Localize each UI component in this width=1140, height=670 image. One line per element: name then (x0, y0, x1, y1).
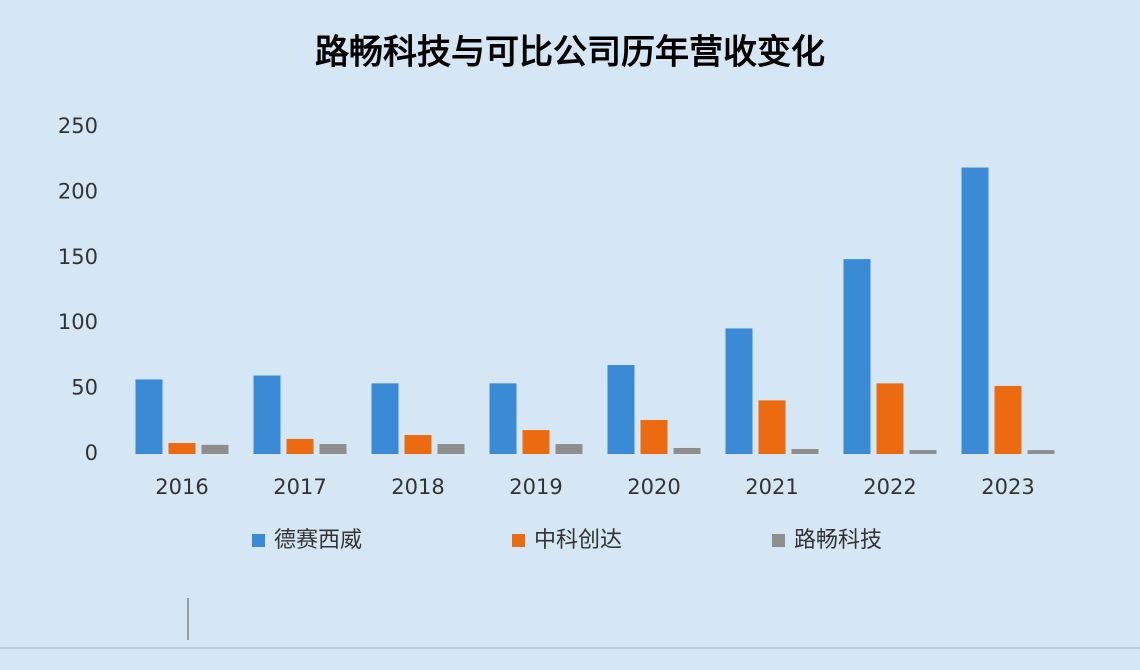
bar (371, 383, 399, 454)
bar (673, 447, 701, 454)
y-tick-label: 100 (58, 310, 98, 334)
bar (319, 444, 347, 454)
x-tick-label: 2018 (391, 475, 444, 499)
x-tick-label: 2021 (745, 475, 798, 499)
x-tick-label: 2022 (863, 475, 916, 499)
y-tick-label: 150 (58, 245, 98, 269)
legend-swatch (252, 534, 265, 547)
legend-label: 路畅科技 (794, 528, 882, 553)
bar (135, 379, 163, 454)
bar (555, 444, 583, 454)
legend-label: 德赛西威 (274, 528, 362, 553)
bar (961, 167, 989, 454)
bar (758, 400, 786, 454)
bar (253, 375, 281, 454)
bar (607, 365, 635, 454)
y-tick-label: 200 (58, 179, 98, 203)
legend-swatch (512, 534, 525, 547)
bar (437, 444, 465, 454)
x-tick-label: 2017 (273, 475, 326, 499)
bar (994, 385, 1022, 454)
bar (404, 435, 432, 454)
bar (201, 444, 229, 454)
y-tick-label: 50 (71, 376, 98, 400)
legend-swatch (772, 534, 785, 547)
bar (909, 450, 937, 454)
chart-title: 路畅科技与可比公司历年营收变化 (315, 33, 825, 73)
bar (168, 443, 196, 454)
x-tick-label: 2023 (981, 475, 1034, 499)
legend-label: 中科创达 (534, 528, 622, 553)
bar (791, 449, 819, 454)
x-tick-label: 2016 (155, 475, 208, 499)
bar (286, 438, 314, 454)
bar (489, 383, 517, 454)
bar (522, 430, 550, 454)
y-tick-label: 0 (85, 441, 98, 465)
x-tick-label: 2020 (627, 475, 680, 499)
y-tick-label: 250 (58, 114, 98, 138)
bar (843, 259, 871, 454)
bar (725, 328, 753, 454)
bar (1027, 450, 1055, 454)
bar (876, 383, 904, 454)
bar (640, 419, 668, 454)
x-tick-label: 2019 (509, 475, 562, 499)
